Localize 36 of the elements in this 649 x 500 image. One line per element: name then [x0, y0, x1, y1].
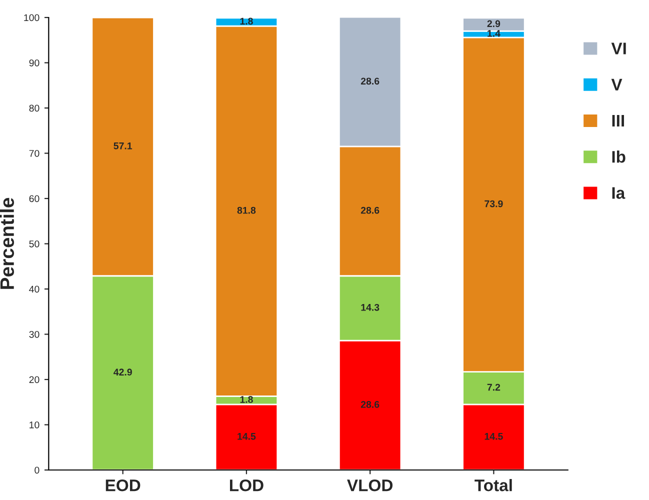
y-tick-label: 80: [29, 104, 40, 112]
y-tick-label: 20: [29, 376, 40, 384]
data-label: 28.6: [360, 206, 380, 214]
y-tick-label: 30: [29, 330, 40, 338]
x-tick-label: Total: [474, 479, 512, 492]
data-label: 57.1: [114, 142, 132, 150]
data-label: 73.9: [484, 200, 503, 208]
y-tick-label: 100: [24, 14, 40, 22]
y-tick-label: 70: [29, 150, 40, 157]
data-label: 28.6: [360, 401, 380, 408]
legend-label: VI: [611, 42, 626, 54]
data-label: 42.9: [114, 368, 132, 376]
y-tick-label: 50: [29, 240, 40, 248]
data-label: 81.8: [237, 206, 256, 214]
y-tick-label: 40: [29, 286, 40, 293]
legend-label: Ia: [612, 187, 626, 199]
data-label: 2.9: [487, 20, 500, 28]
data-label: 14.5: [238, 433, 256, 440]
data-label: 28.6: [360, 78, 380, 85]
data-label: 14.5: [484, 433, 503, 440]
y-tick-label: 60: [29, 195, 40, 202]
x-tick-label: LOD: [230, 479, 264, 492]
y-axis-title: Percentile: [0, 198, 14, 289]
legend-label: III: [612, 115, 624, 126]
y-tick-label: 0: [34, 466, 40, 474]
legend-label: V: [611, 78, 622, 90]
data-label: 1.8: [240, 396, 253, 403]
data-label: 14.3: [361, 304, 380, 311]
y-tick-label: 90: [29, 59, 40, 66]
y-tick-label: 10: [30, 421, 40, 428]
x-tick-label: EOD: [106, 479, 140, 492]
data-label: 1.8: [240, 18, 253, 25]
data-label: 1.4: [488, 30, 500, 37]
legend-label: Ib: [612, 150, 626, 163]
data-label: 7.2: [487, 384, 500, 391]
x-tick-label: VLOD: [347, 479, 393, 492]
